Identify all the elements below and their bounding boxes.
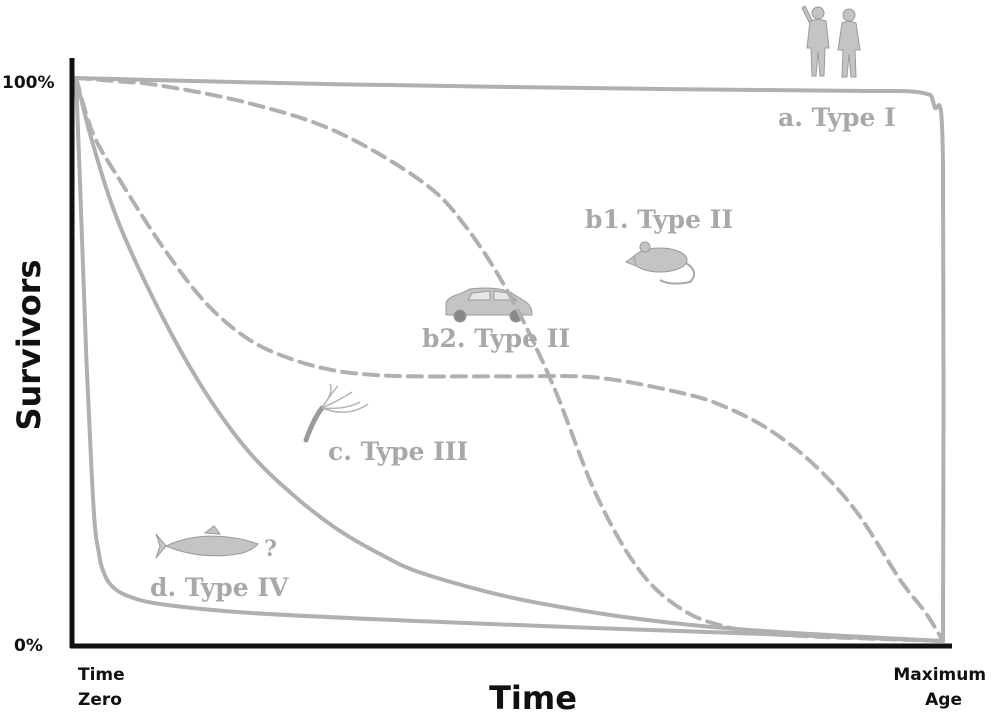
y-tick-label-100: 100% [2, 73, 55, 93]
series-label-type-iv: d. Type IV [150, 573, 289, 602]
type-iv-question-mark: ? [264, 536, 277, 562]
survivorship-curves [74, 76, 946, 643]
series-label-type-i: a. Type I [778, 103, 896, 132]
series-label-type-ii-b1: b1. Type II [585, 205, 733, 234]
series-line-5 [74, 76, 945, 643]
mouse-icon [624, 241, 696, 285]
series-line-1 [74, 76, 946, 643]
y-tick-label-0: 0% [14, 636, 43, 656]
hydra-icon [303, 383, 369, 443]
x-axis-title: Time [489, 679, 577, 713]
y-axis-title: Survivors [10, 259, 48, 430]
humans-icon [801, 5, 861, 78]
series-line-3 [74, 76, 945, 643]
x-tick-label-maximum-age: Maximum Age [893, 665, 992, 710]
series-line-4 [74, 76, 945, 643]
series-line-2 [74, 76, 945, 643]
series-label-type-iii: c. Type III [328, 437, 468, 466]
fish-icon [155, 525, 259, 559]
x-tick-label-time-zero: Time Zero [78, 665, 131, 710]
series-label-type-ii-b2: b2. Type II [422, 324, 570, 353]
